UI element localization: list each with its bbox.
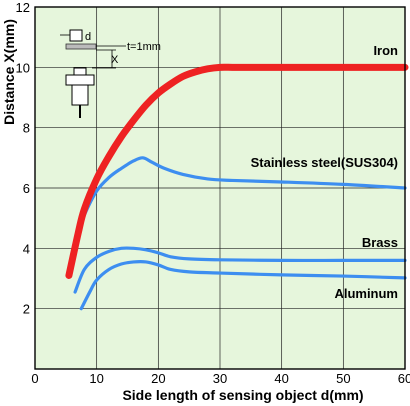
x-tick-label: 60 xyxy=(398,371,410,386)
target-square xyxy=(70,30,82,41)
y-tick-label: 8 xyxy=(23,121,30,136)
x-tick-label: 40 xyxy=(274,371,288,386)
series-label-brass: Brass xyxy=(362,235,398,250)
x-tick-label: 20 xyxy=(151,371,165,386)
x-tick-label: 50 xyxy=(336,371,350,386)
t-label: t=1mm xyxy=(127,41,161,53)
target-plate xyxy=(66,44,96,49)
y-axis-title: Distance X(mm) xyxy=(1,19,17,125)
sensor-head xyxy=(74,68,86,75)
x-tick-label: 0 xyxy=(31,371,38,386)
y-tick-label: 10 xyxy=(16,60,30,75)
sensor-body xyxy=(72,85,88,105)
y-tick-label: 6 xyxy=(23,181,30,196)
x-tick-label: 30 xyxy=(213,371,227,386)
y-tick-label: 2 xyxy=(23,302,30,317)
series-label-stainless: Stainless steel(SUS304) xyxy=(251,155,398,170)
y-tick-label: 12 xyxy=(16,0,30,15)
series-label-iron: Iron xyxy=(373,43,398,58)
d-label: d xyxy=(85,31,91,43)
x-label: X xyxy=(111,54,119,66)
x-tick-label: 10 xyxy=(89,371,103,386)
y-tick-label: 4 xyxy=(23,241,30,256)
series-label-aluminum: Aluminum xyxy=(334,286,398,301)
x-axis-title: Side length of sensing object d(mm) xyxy=(122,387,363,403)
sensor-nut xyxy=(66,75,94,85)
